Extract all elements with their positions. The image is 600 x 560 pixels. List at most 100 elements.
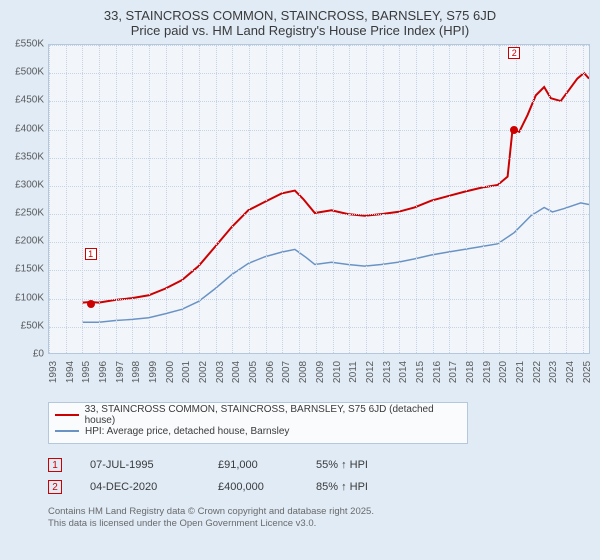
gridline-vertical xyxy=(199,45,200,353)
x-tick-label: 2016 xyxy=(432,361,443,383)
gridline-vertical xyxy=(383,45,384,353)
x-tick-label: 1994 xyxy=(65,361,76,383)
datapoint-hpi-delta: 55% ↑ HPI xyxy=(316,459,368,471)
gridline-vertical xyxy=(282,45,283,353)
gridline-vertical xyxy=(333,45,334,353)
x-tick-label: 2012 xyxy=(365,361,376,383)
series-line-hpi xyxy=(82,203,589,322)
datapoint-hpi-delta: 85% ↑ HPI xyxy=(316,481,368,493)
datapoint-date: 07-JUL-1995 xyxy=(90,459,190,471)
x-tick-label: 2017 xyxy=(448,361,459,383)
gridline-vertical xyxy=(316,45,317,353)
x-tick-label: 2011 xyxy=(348,361,359,383)
x-tick-label: 2014 xyxy=(398,361,409,383)
gridline-vertical xyxy=(132,45,133,353)
chart-lines-svg xyxy=(49,45,589,353)
x-tick-label: 2015 xyxy=(415,361,426,383)
gridline-vertical xyxy=(66,45,67,353)
gridline-horizontal xyxy=(49,158,589,159)
legend-swatch xyxy=(55,414,79,416)
chart-marker-dot-icon xyxy=(87,300,95,308)
gridline-vertical xyxy=(232,45,233,353)
chart-title-block: 33, STAINCROSS COMMON, STAINCROSS, BARNS… xyxy=(10,8,590,38)
x-tick-label: 2022 xyxy=(532,361,543,383)
y-tick-label: £550K xyxy=(15,39,44,50)
gridline-vertical xyxy=(166,45,167,353)
y-tick-label: £0 xyxy=(33,349,44,360)
gridline-vertical xyxy=(149,45,150,353)
x-tick-label: 1999 xyxy=(148,361,159,383)
x-tick-label: 1995 xyxy=(81,361,92,383)
y-axis: £0£50K£100K£150K£200K£250K£300K£350K£400… xyxy=(10,44,48,354)
gridline-vertical xyxy=(516,45,517,353)
gridline-vertical xyxy=(82,45,83,353)
datapoint-marker-icon: 1 xyxy=(48,458,62,472)
y-tick-label: £100K xyxy=(15,292,44,303)
datapoint-price: £400,000 xyxy=(218,481,288,493)
gridline-vertical xyxy=(349,45,350,353)
x-tick-label: 2021 xyxy=(515,361,526,383)
gridline-vertical xyxy=(216,45,217,353)
chart-container: £0£50K£100K£150K£200K£250K£300K£350K£400… xyxy=(10,44,590,394)
x-tick-label: 2000 xyxy=(165,361,176,383)
datapoint-row: 2 04-DEC-2020 £400,000 85% ↑ HPI xyxy=(48,476,590,498)
gridline-horizontal xyxy=(49,242,589,243)
gridline-vertical xyxy=(366,45,367,353)
datapoint-table: 1 07-JUL-1995 £91,000 55% ↑ HPI 2 04-DEC… xyxy=(48,454,590,498)
x-tick-label: 2010 xyxy=(332,361,343,383)
legend-item: 33, STAINCROSS COMMON, STAINCROSS, BARNS… xyxy=(55,407,461,423)
y-tick-label: £300K xyxy=(15,179,44,190)
gridline-vertical xyxy=(266,45,267,353)
gridline-vertical xyxy=(583,45,584,353)
gridline-horizontal xyxy=(49,270,589,271)
gridline-horizontal xyxy=(49,327,589,328)
x-tick-label: 2025 xyxy=(582,361,593,383)
datapoint-price: £91,000 xyxy=(218,459,288,471)
gridline-vertical xyxy=(566,45,567,353)
x-axis: 1993199419951996199719981999200020012002… xyxy=(48,354,590,394)
gridline-vertical xyxy=(533,45,534,353)
series-line-property xyxy=(82,73,589,303)
gridline-horizontal xyxy=(49,186,589,187)
gridline-vertical xyxy=(433,45,434,353)
footer-attribution: Contains HM Land Registry data © Crown c… xyxy=(48,506,590,531)
chart-title-line1: 33, STAINCROSS COMMON, STAINCROSS, BARNS… xyxy=(10,8,590,23)
gridline-horizontal xyxy=(49,45,589,46)
gridline-vertical xyxy=(399,45,400,353)
gridline-vertical xyxy=(416,45,417,353)
gridline-horizontal xyxy=(49,299,589,300)
x-tick-label: 2019 xyxy=(482,361,493,383)
legend-swatch xyxy=(55,430,79,432)
x-tick-label: 2009 xyxy=(315,361,326,383)
chart-marker-dot-icon xyxy=(510,126,518,134)
x-tick-label: 1996 xyxy=(98,361,109,383)
gridline-vertical xyxy=(299,45,300,353)
x-tick-label: 2024 xyxy=(565,361,576,383)
y-tick-label: £500K xyxy=(15,67,44,78)
x-tick-label: 1998 xyxy=(131,361,142,383)
x-tick-label: 2013 xyxy=(382,361,393,383)
gridline-vertical xyxy=(249,45,250,353)
x-tick-label: 2001 xyxy=(181,361,192,383)
chart-marker-box-icon: 2 xyxy=(508,47,520,59)
y-tick-label: £150K xyxy=(15,264,44,275)
gridline-horizontal xyxy=(49,214,589,215)
legend-label: 33, STAINCROSS COMMON, STAINCROSS, BARNS… xyxy=(85,404,461,426)
gridline-horizontal xyxy=(49,101,589,102)
x-tick-label: 1997 xyxy=(115,361,126,383)
x-tick-label: 2003 xyxy=(215,361,226,383)
legend-label: HPI: Average price, detached house, Barn… xyxy=(85,426,289,437)
gridline-vertical xyxy=(116,45,117,353)
gridline-vertical xyxy=(99,45,100,353)
x-tick-label: 2004 xyxy=(231,361,242,383)
gridline-vertical xyxy=(549,45,550,353)
x-tick-label: 2006 xyxy=(265,361,276,383)
footer-line: Contains HM Land Registry data © Crown c… xyxy=(48,506,590,518)
x-tick-label: 2018 xyxy=(465,361,476,383)
x-tick-label: 2007 xyxy=(281,361,292,383)
datapoint-marker-icon: 2 xyxy=(48,480,62,494)
legend: 33, STAINCROSS COMMON, STAINCROSS, BARNS… xyxy=(48,402,468,444)
plot-area: 12 xyxy=(48,44,590,354)
gridline-vertical xyxy=(182,45,183,353)
y-tick-label: £350K xyxy=(15,151,44,162)
